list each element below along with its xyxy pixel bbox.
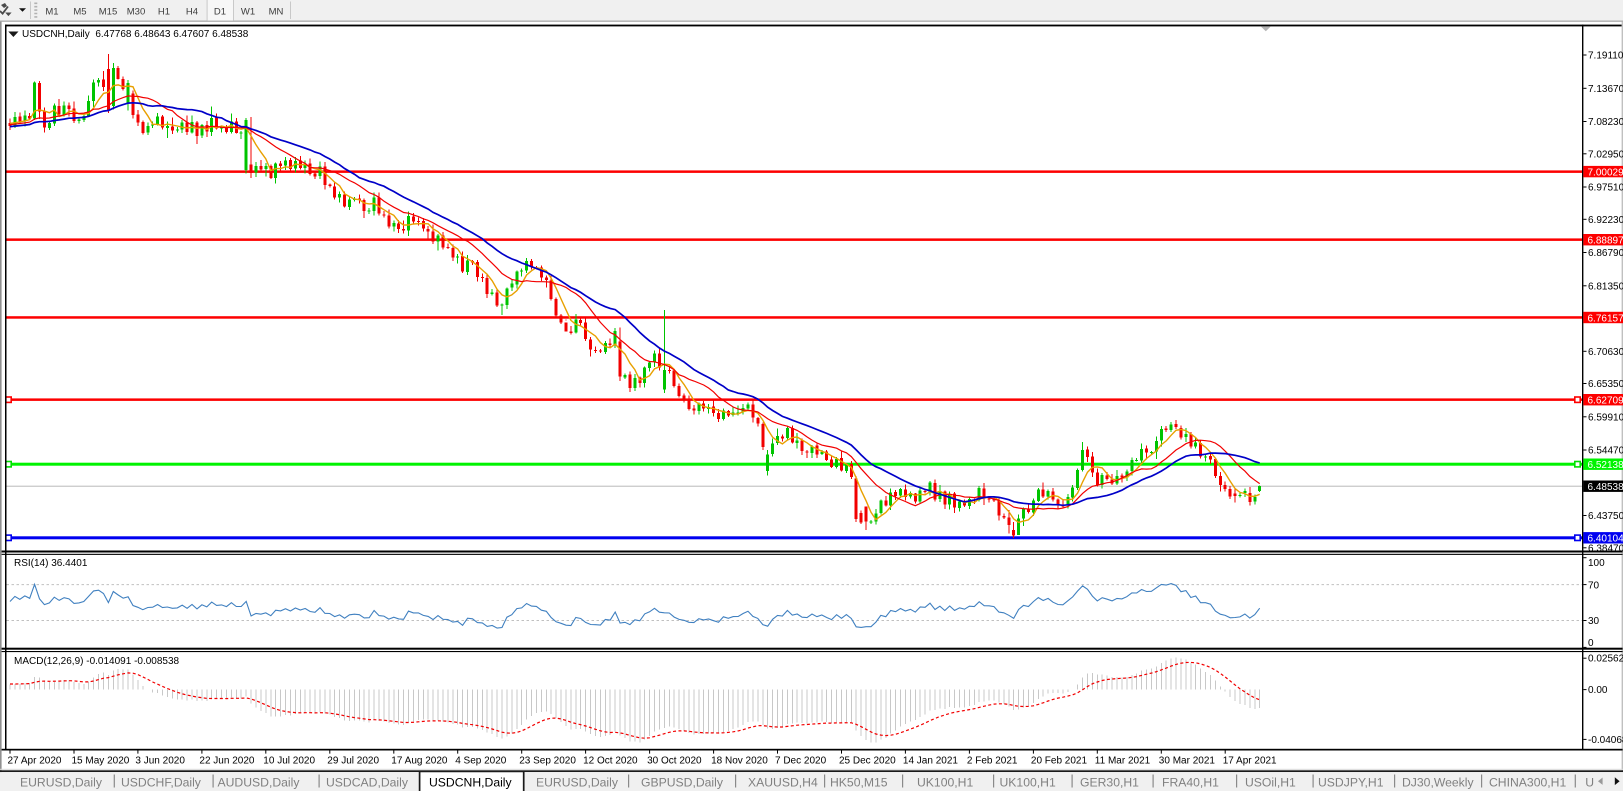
svg-text:6.92230: 6.92230 [1588, 215, 1623, 226]
svg-text:UK100,H1: UK100,H1 [1000, 776, 1056, 790]
svg-text:USDCAD,Daily: USDCAD,Daily [326, 776, 409, 790]
svg-text:2 Feb 2021: 2 Feb 2021 [967, 756, 1018, 767]
svg-text:17 Aug 2020: 17 Aug 2020 [391, 756, 448, 767]
svg-text:-0.04068: -0.04068 [1588, 735, 1623, 746]
svg-text:6.76157: 6.76157 [1588, 313, 1623, 324]
svg-text:USDCNH,Daily 6.47768 6.48643: USDCNH,Daily 6.47768 6.48643 6.47607 6.4… [22, 29, 249, 40]
svg-text:CHINA300,H1: CHINA300,H1 [1489, 776, 1566, 790]
svg-text:0: 0 [1588, 638, 1594, 649]
svg-text:12 Oct 2020: 12 Oct 2020 [583, 756, 638, 767]
svg-text:6.43750: 6.43750 [1588, 511, 1623, 522]
svg-text:17 Apr 2021: 17 Apr 2021 [1223, 756, 1277, 767]
svg-text:18 Nov 2020: 18 Nov 2020 [711, 756, 768, 767]
svg-text:6.54470: 6.54470 [1588, 446, 1623, 457]
svg-text:USDCHF,Daily: USDCHF,Daily [121, 776, 202, 790]
svg-text:6.48538: 6.48538 [1588, 482, 1623, 493]
svg-text:7 Dec 2020: 7 Dec 2020 [775, 756, 827, 767]
svg-text:6.97510: 6.97510 [1588, 183, 1623, 194]
svg-text:7.00029: 7.00029 [1588, 168, 1623, 179]
svg-text:22 Jun 2020: 22 Jun 2020 [199, 756, 254, 767]
svg-text:GER30,H1: GER30,H1 [1080, 776, 1139, 790]
svg-text:3 Jun 2020: 3 Jun 2020 [135, 756, 185, 767]
svg-text:FRA40,H1: FRA40,H1 [1162, 776, 1219, 790]
svg-text:25 Dec 2020: 25 Dec 2020 [839, 756, 896, 767]
svg-text:RSI(14) 36.4401: RSI(14) 36.4401 [14, 558, 88, 569]
svg-text:M1: M1 [45, 6, 58, 17]
svg-text:M30: M30 [127, 6, 145, 17]
svg-text:6.52138: 6.52138 [1588, 460, 1623, 471]
svg-text:6.86790: 6.86790 [1588, 248, 1623, 259]
svg-text:14 Jan 2021: 14 Jan 2021 [903, 756, 958, 767]
svg-text:0.00: 0.00 [1588, 685, 1608, 696]
svg-text:6.62709: 6.62709 [1588, 396, 1623, 407]
svg-text:U: U [1585, 776, 1594, 790]
svg-text:10 Jul 2020: 10 Jul 2020 [263, 756, 315, 767]
svg-text:11 Mar 2021: 11 Mar 2021 [1095, 756, 1151, 767]
svg-text:M5: M5 [73, 6, 86, 17]
svg-text:30 Mar 2021: 30 Mar 2021 [1159, 756, 1216, 767]
svg-text:70: 70 [1588, 580, 1600, 591]
svg-text:EURUSD,Daily: EURUSD,Daily [536, 776, 619, 790]
svg-text:W1: W1 [241, 6, 255, 17]
svg-text:6.59910: 6.59910 [1588, 412, 1623, 423]
svg-text:15 May 2020: 15 May 2020 [72, 756, 130, 767]
svg-text:H1: H1 [158, 6, 170, 17]
svg-text:23 Sep 2020: 23 Sep 2020 [519, 756, 576, 767]
svg-text:GBPUSD,Daily: GBPUSD,Daily [641, 776, 724, 790]
svg-text:6.88897: 6.88897 [1588, 236, 1623, 247]
svg-text:4 Sep 2020: 4 Sep 2020 [455, 756, 507, 767]
svg-text:H4: H4 [186, 6, 198, 17]
svg-text:20 Feb 2021: 20 Feb 2021 [1031, 756, 1088, 767]
svg-text:30: 30 [1588, 616, 1600, 627]
svg-text:6.81350: 6.81350 [1588, 281, 1623, 292]
svg-text:27 Apr 2020: 27 Apr 2020 [8, 756, 62, 767]
svg-text:EURUSD,Daily: EURUSD,Daily [20, 776, 103, 790]
svg-text:USDCNH,Daily: USDCNH,Daily [429, 776, 513, 790]
svg-text:7.08230: 7.08230 [1588, 117, 1623, 128]
svg-text:6.38470: 6.38470 [1588, 543, 1623, 554]
svg-text:7.13670: 7.13670 [1588, 84, 1623, 95]
svg-text:XAUUSD,H4: XAUUSD,H4 [748, 776, 818, 790]
svg-text:USOil,H1: USOil,H1 [1245, 776, 1296, 790]
svg-text:0.025623: 0.025623 [1588, 654, 1623, 665]
svg-text:AUDUSD,Daily: AUDUSD,Daily [218, 776, 301, 790]
svg-text:D1: D1 [214, 6, 226, 17]
svg-text:6.70630: 6.70630 [1588, 347, 1623, 358]
svg-text:MN: MN [269, 6, 284, 17]
svg-text:MACD(12,26,9) -0.014091 -0.008: MACD(12,26,9) -0.014091 -0.008538 [14, 656, 180, 667]
svg-text:6.40104: 6.40104 [1588, 534, 1623, 545]
svg-text:HK50,M15: HK50,M15 [830, 776, 888, 790]
svg-text:M15: M15 [99, 6, 117, 17]
svg-text:100: 100 [1588, 558, 1605, 569]
svg-text:UK100,H1: UK100,H1 [917, 776, 973, 790]
svg-text:7.19110: 7.19110 [1588, 51, 1623, 62]
svg-text:7.02950: 7.02950 [1588, 149, 1623, 160]
svg-text:DJ30,Weekly: DJ30,Weekly [1402, 776, 1474, 790]
svg-text:USDJPY,H1: USDJPY,H1 [1318, 776, 1384, 790]
svg-text:6.65350: 6.65350 [1588, 379, 1623, 390]
svg-text:29 Jul 2020: 29 Jul 2020 [327, 756, 379, 767]
svg-text:30 Oct 2020: 30 Oct 2020 [647, 756, 702, 767]
